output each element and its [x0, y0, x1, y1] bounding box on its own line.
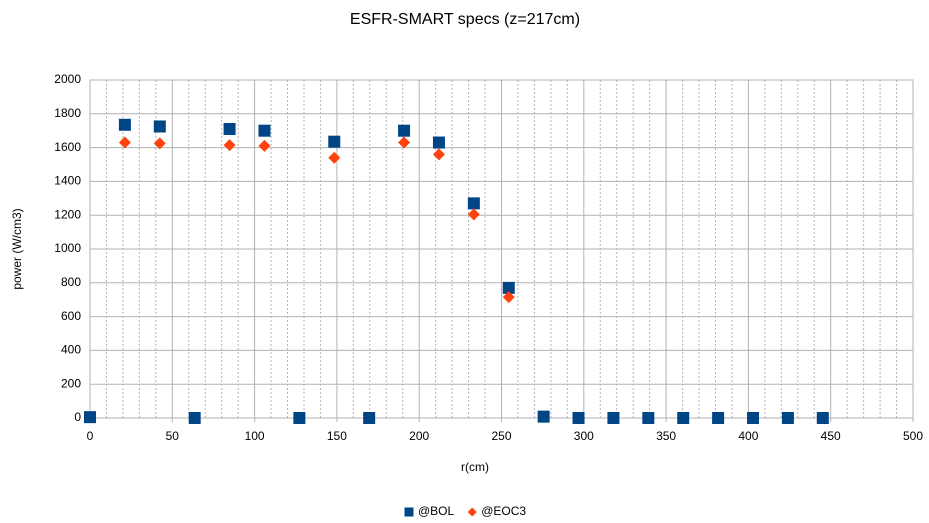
point — [467, 197, 480, 210]
point — [363, 412, 376, 424]
x-tick-label: 500 — [903, 429, 923, 443]
x-tick-label: 0 — [87, 429, 94, 443]
x-tick-label: 450 — [821, 429, 841, 443]
point — [223, 139, 236, 152]
point — [747, 412, 760, 424]
y-axis-label: power (W/cm3) — [10, 208, 24, 289]
x-tick-label: 300 — [574, 429, 594, 443]
x-tick-label: 100 — [245, 429, 265, 443]
y-tick-label: 1200 — [54, 207, 81, 221]
point — [258, 124, 271, 137]
point — [293, 412, 306, 424]
chart-title: ESFR-SMART specs (z=217cm) — [350, 11, 580, 28]
y-tick-label: 2000 — [54, 72, 81, 86]
point — [118, 118, 131, 131]
legend-marker — [404, 507, 414, 517]
point — [153, 137, 166, 150]
point — [432, 136, 445, 149]
point — [537, 410, 550, 423]
y-tick-label: 1800 — [54, 106, 81, 120]
point — [153, 120, 166, 133]
point — [607, 412, 620, 424]
y-tick-label: 200 — [61, 376, 81, 390]
point — [223, 123, 236, 136]
x-tick-label: 50 — [166, 429, 180, 443]
point — [432, 148, 445, 161]
point — [502, 281, 515, 294]
legend-marker — [467, 507, 477, 517]
y-tick-label: 1600 — [54, 140, 81, 154]
point — [84, 411, 96, 424]
point — [642, 412, 655, 424]
x-tick-label: 350 — [656, 429, 676, 443]
legend-label: @BOL — [418, 504, 455, 518]
x-tick-label: 150 — [327, 429, 347, 443]
point — [328, 135, 341, 148]
y-tick-label: 800 — [61, 275, 81, 289]
point — [502, 291, 515, 304]
point — [258, 139, 271, 152]
x-tick-label: 400 — [738, 429, 758, 443]
point — [398, 124, 411, 137]
point — [781, 412, 794, 424]
point — [467, 208, 480, 221]
x-axis-label: r(cm) — [461, 460, 489, 474]
point — [677, 412, 690, 424]
y-tick-label: 1000 — [54, 241, 81, 255]
legend-label: @EOC3 — [481, 504, 526, 518]
point — [188, 412, 201, 424]
x-tick-label: 200 — [409, 429, 429, 443]
y-tick-label: 0 — [74, 410, 81, 424]
y-tick-label: 1400 — [54, 174, 81, 188]
x-tick-label: 250 — [491, 429, 511, 443]
point — [816, 412, 829, 424]
y-tick-label: 400 — [61, 343, 81, 357]
point — [712, 412, 725, 424]
point — [118, 136, 131, 149]
point — [328, 151, 341, 164]
plot-frame — [89, 79, 914, 419]
point — [398, 136, 411, 149]
y-tick-label: 600 — [61, 309, 81, 323]
point — [572, 412, 585, 424]
